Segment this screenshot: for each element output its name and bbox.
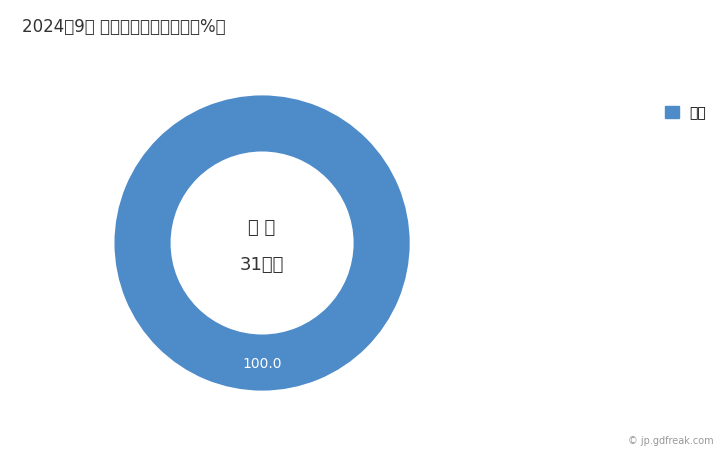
Text: 100.0: 100.0 — [242, 357, 282, 371]
Wedge shape — [114, 95, 410, 391]
Text: 総 額: 総 額 — [248, 219, 276, 237]
Text: 2024年9月 輸出相手国のシェア（%）: 2024年9月 輸出相手国のシェア（%） — [22, 18, 226, 36]
Text: © jp.gdfreak.com: © jp.gdfreak.com — [628, 436, 713, 446]
Text: 31万円: 31万円 — [240, 256, 284, 274]
Legend: タイ: タイ — [665, 106, 706, 120]
